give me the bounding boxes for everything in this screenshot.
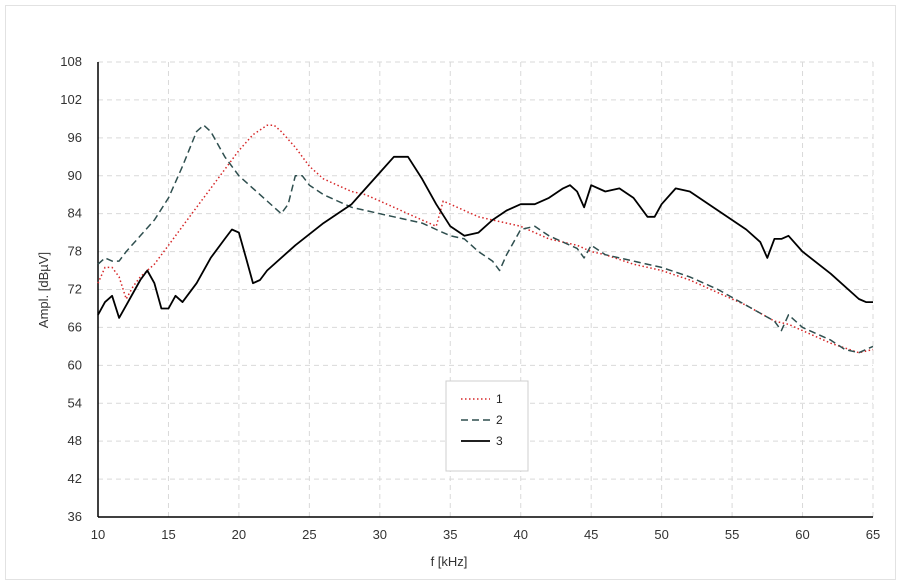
series-2-line [97,124,874,354]
y-axis-title: Ampl. [dBµV] [36,252,51,328]
y-tick-label: 48 [68,433,82,448]
x-tick-label: 25 [302,527,316,542]
x-tick-label: 20 [232,527,246,542]
series-lines [97,124,874,354]
legend-label-3: 3 [496,434,503,448]
x-axis-title: f [kHz] [431,554,468,569]
x-tick-label: 55 [725,527,739,542]
y-tick-label: 42 [68,471,82,486]
x-tick-label: 65 [866,527,880,542]
x-tick-label: 50 [654,527,668,542]
y-tick-label: 66 [68,319,82,334]
legend-label-2: 2 [496,413,503,427]
x-tick-label: 60 [795,527,809,542]
legend-box [445,380,529,472]
x-tick-label: 45 [584,527,598,542]
x-tick-label: 35 [443,527,457,542]
y-tick-label: 84 [68,206,82,221]
tick-labels: 10 15 20 25 30 35 40 45 50 55 60 65 36 42 48 54 60 66 72 78… [60,54,880,542]
series-3-line [97,155,873,319]
y-tick-label: 108 [60,54,82,69]
y-tick-label: 60 [68,357,82,372]
legend: 1 2 3 [445,380,529,472]
y-tick-label: 36 [68,509,82,524]
x-tick-label: 40 [513,527,527,542]
y-tick-label: 102 [60,92,82,107]
y-tick-label: 72 [68,282,82,297]
x-tick-label: 10 [91,527,105,542]
y-tick-label: 90 [68,168,82,183]
y-tick-label: 78 [68,244,82,259]
y-tick-label: 96 [68,130,82,145]
series-1-line [97,124,874,354]
x-tick-label: 30 [373,527,387,542]
y-tick-label: 54 [68,395,82,410]
axes [97,62,873,518]
x-tick-label: 15 [161,527,175,542]
legend-label-1: 1 [496,392,503,406]
